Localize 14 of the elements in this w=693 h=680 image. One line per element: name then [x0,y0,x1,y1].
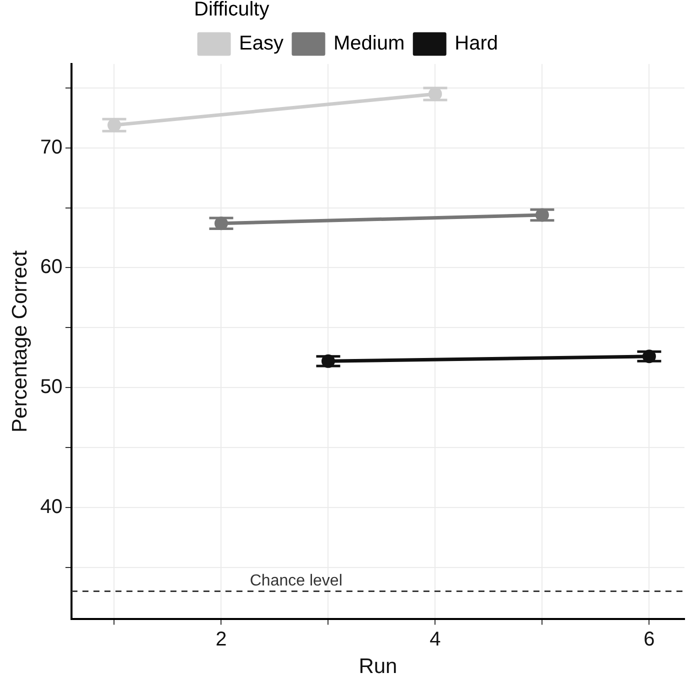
x-tick-label: 4 [430,628,441,650]
x-tick-label: 2 [216,628,227,650]
legend-label: Easy [239,32,284,55]
x-axis-title: Run [358,655,398,678]
y-tick-label: 60 [40,256,62,278]
y-tick-label: 50 [40,376,62,398]
ref-line-label: Chance level [250,572,342,590]
x-tick-label: 6 [644,628,655,650]
legend-title: Difficulty [194,0,270,21]
legend-label: Medium [333,32,405,55]
y-tick-label: 70 [40,136,62,158]
legend-label: Hard [454,32,498,55]
y-axis-title: Percentage Correct [8,250,32,432]
y-tick-label: 40 [40,496,62,518]
